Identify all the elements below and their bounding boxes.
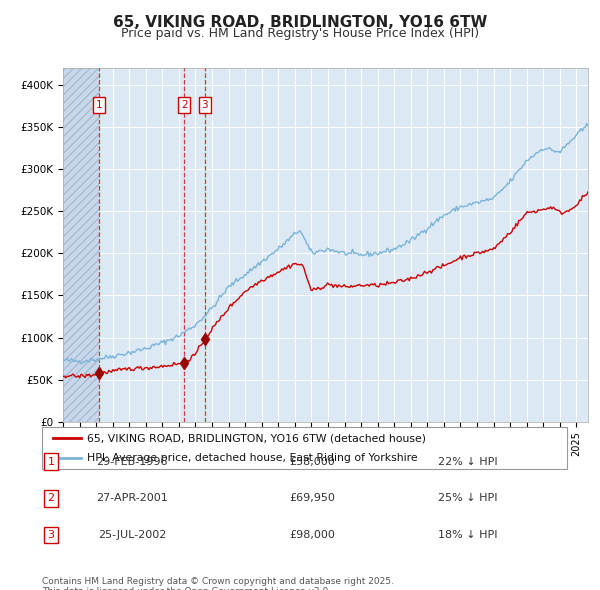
Text: 27-APR-2001: 27-APR-2001 xyxy=(96,493,168,503)
Text: 25-JUL-2002: 25-JUL-2002 xyxy=(98,530,166,540)
Text: 3: 3 xyxy=(202,100,208,110)
Text: £98,000: £98,000 xyxy=(289,530,335,540)
Text: 2: 2 xyxy=(181,100,188,110)
Text: 29-FEB-1996: 29-FEB-1996 xyxy=(96,457,168,467)
Text: Contains HM Land Registry data © Crown copyright and database right 2025.
This d: Contains HM Land Registry data © Crown c… xyxy=(42,577,394,590)
Text: 22% ↓ HPI: 22% ↓ HPI xyxy=(438,457,497,467)
Text: 1: 1 xyxy=(47,457,55,467)
Text: HPI: Average price, detached house, East Riding of Yorkshire: HPI: Average price, detached house, East… xyxy=(86,453,417,463)
Text: 3: 3 xyxy=(47,530,55,540)
Text: 65, VIKING ROAD, BRIDLINGTON, YO16 6TW (detached house): 65, VIKING ROAD, BRIDLINGTON, YO16 6TW (… xyxy=(86,433,425,443)
Text: 25% ↓ HPI: 25% ↓ HPI xyxy=(438,493,497,503)
Text: 18% ↓ HPI: 18% ↓ HPI xyxy=(438,530,497,540)
Text: 65, VIKING ROAD, BRIDLINGTON, YO16 6TW: 65, VIKING ROAD, BRIDLINGTON, YO16 6TW xyxy=(113,15,487,30)
Text: £58,000: £58,000 xyxy=(289,457,335,467)
Text: 2: 2 xyxy=(47,493,55,503)
Bar xyxy=(63,68,99,422)
Text: £69,950: £69,950 xyxy=(289,493,335,503)
Text: 1: 1 xyxy=(95,100,102,110)
Text: Price paid vs. HM Land Registry's House Price Index (HPI): Price paid vs. HM Land Registry's House … xyxy=(121,27,479,40)
